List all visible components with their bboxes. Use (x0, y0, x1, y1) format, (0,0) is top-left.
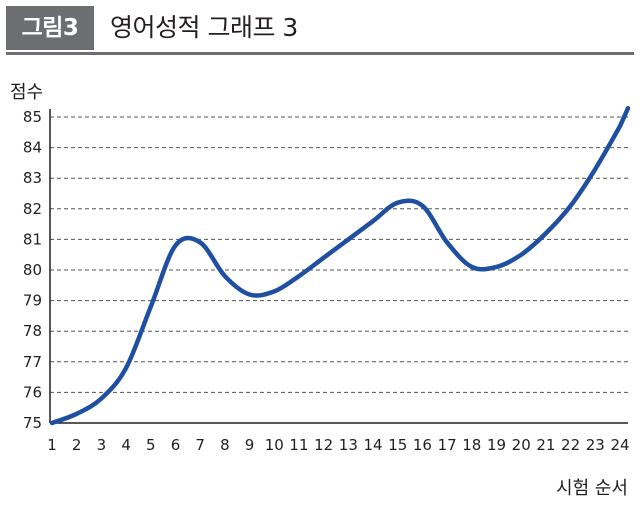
x-tick-label: 16 (413, 436, 432, 454)
y-tick-label: 79 (23, 292, 42, 310)
y-tick-label: 78 (23, 322, 42, 340)
x-tick-label: 17 (438, 436, 457, 454)
figure-badge: 그림3 (6, 6, 94, 50)
y-tick-labels: 75 76 77 78 79 80 81 82 83 84 85 (23, 108, 42, 432)
x-tick-labels: 1 2 3 4 5 6 7 8 9 10 11 12 13 14 15 16 17 18 19 20 21 22 23 24 (47, 436, 629, 454)
x-tick-label: 8 (220, 436, 230, 454)
x-tick-label: 14 (363, 436, 382, 454)
header-rule (6, 52, 634, 55)
x-tick-label: 9 (245, 436, 255, 454)
x-tick-label: 24 (610, 436, 629, 454)
x-tick-label: 5 (146, 436, 156, 454)
x-tick-label: 12 (314, 436, 333, 454)
x-tick-label: 19 (487, 436, 506, 454)
x-tick-label: 18 (462, 436, 481, 454)
y-tick-label: 76 (23, 383, 42, 401)
figure-header: 그림3 영어성적 그래프 3 (6, 6, 634, 55)
y-tick-label: 81 (23, 230, 42, 248)
x-tick-label: 23 (586, 436, 605, 454)
y-tick-label: 83 (23, 169, 42, 187)
y-tick-label: 80 (23, 261, 42, 279)
series-line (49, 105, 631, 426)
x-tick-label: 20 (512, 436, 531, 454)
gridlines (50, 116, 628, 393)
axes (49, 109, 628, 424)
y-tick-label: 85 (23, 108, 42, 126)
x-tick-label: 2 (72, 436, 82, 454)
y-tick-label: 77 (23, 353, 42, 371)
chart-title: 영어성적 그래프 3 (110, 13, 298, 42)
x-tick-label: 1 (47, 436, 57, 454)
y-tick-label: 75 (23, 414, 42, 432)
y-tick-label: 82 (23, 200, 42, 218)
x-tick-label: 15 (388, 436, 407, 454)
x-tick-label: 13 (339, 436, 358, 454)
x-tick-label: 22 (561, 436, 580, 454)
x-tick-label: 10 (265, 436, 284, 454)
x-axis-label: 시험 순서 (556, 478, 628, 499)
x-tick-label: 6 (171, 436, 181, 454)
y-tick-label: 84 (23, 139, 42, 157)
x-tick-label: 7 (195, 436, 205, 454)
x-tick-label: 21 (536, 436, 555, 454)
x-tick-label: 4 (121, 436, 131, 454)
x-tick-label: 11 (289, 436, 308, 454)
y-axis-label: 점수 (10, 82, 43, 103)
x-tick-label: 3 (97, 436, 107, 454)
